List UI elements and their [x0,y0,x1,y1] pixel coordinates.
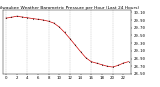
Title: Milwaukee Weather Barometric Pressure per Hour (Last 24 Hours): Milwaukee Weather Barometric Pressure pe… [0,6,139,10]
